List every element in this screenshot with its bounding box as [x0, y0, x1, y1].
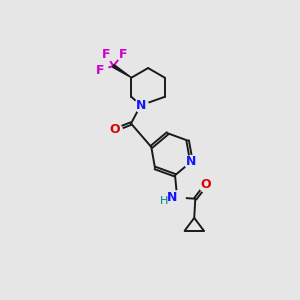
- Text: N: N: [167, 191, 178, 204]
- Text: F: F: [119, 48, 127, 61]
- Text: H: H: [160, 196, 169, 206]
- Text: O: O: [110, 123, 120, 136]
- Text: F: F: [102, 48, 110, 61]
- Text: N: N: [186, 155, 197, 168]
- Text: O: O: [201, 178, 211, 191]
- Polygon shape: [112, 65, 131, 78]
- Text: N: N: [135, 99, 146, 112]
- Text: F: F: [96, 64, 105, 77]
